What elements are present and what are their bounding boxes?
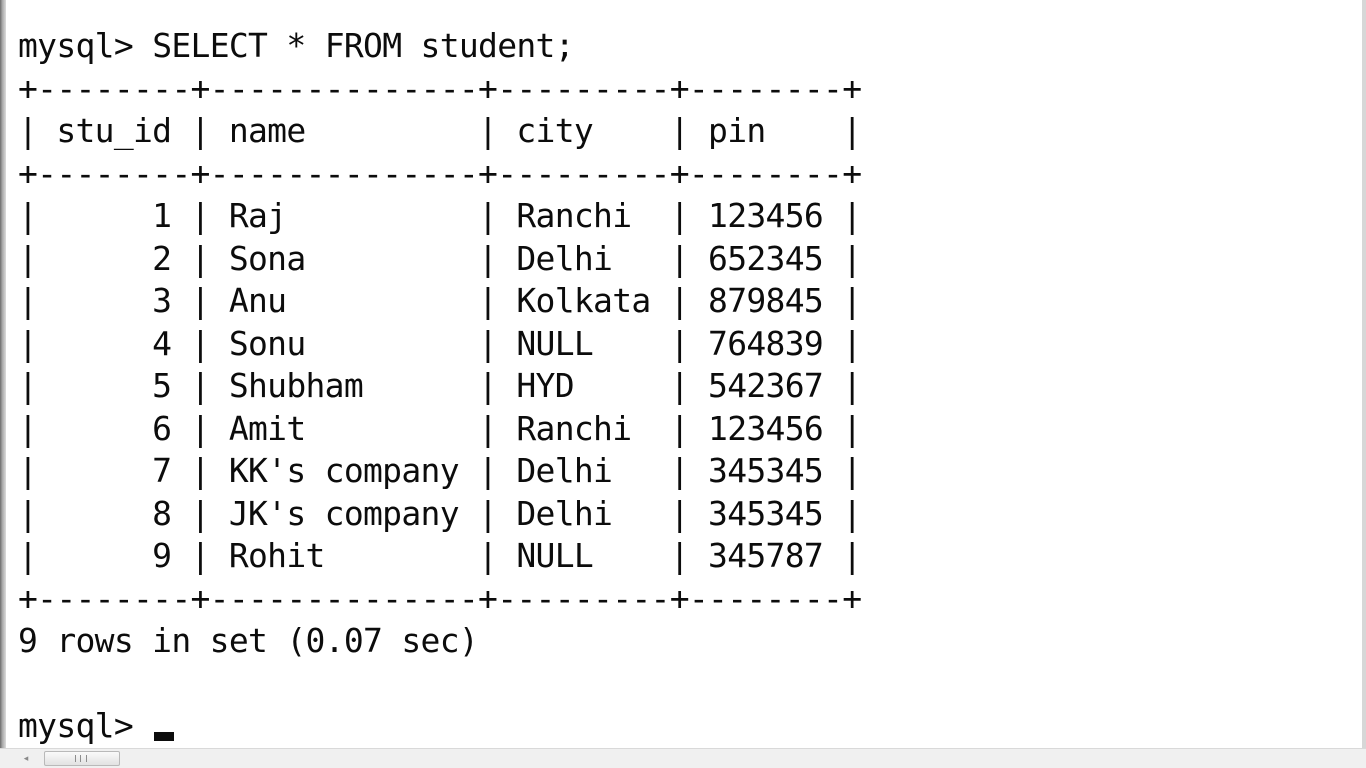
table-border-header: +--------+--------------+---------+-----… bbox=[18, 153, 862, 193]
table-row: | 9 | Rohit | NULL | 345787 | bbox=[18, 536, 862, 575]
table-row: | 1 | Raj | Ranchi | 123456 | bbox=[18, 196, 862, 235]
vertical-scrollbar[interactable] bbox=[1362, 0, 1366, 748]
table-row: | 5 | Shubham | HYD | 542367 | bbox=[18, 366, 862, 405]
prompt: mysql> bbox=[18, 706, 153, 745]
horizontal-scrollbar[interactable]: ◂ bbox=[0, 748, 1366, 768]
table-row: | 7 | KK's company | Delhi | 345345 | bbox=[18, 451, 862, 490]
scrollbar-thumb[interactable] bbox=[44, 751, 120, 766]
table-border-bottom: +--------+--------------+---------+-----… bbox=[18, 578, 862, 618]
table-row: | 3 | Anu | Kolkata | 879845 | bbox=[18, 281, 862, 320]
typed-command: SELECT * FROM student; bbox=[152, 26, 574, 65]
table-row: | 8 | JK's company | Delhi | 345345 | bbox=[18, 493, 862, 533]
blank-line bbox=[18, 663, 861, 706]
window-left-edge bbox=[0, 0, 6, 748]
prompt: mysql> bbox=[18, 26, 153, 65]
table-header-row: | stu_id | name | city | pin | bbox=[18, 111, 862, 150]
table-row: | 6 | Amit | Ranchi | 123456 | bbox=[18, 408, 862, 448]
table-border-top: +--------+--------------+---------+-----… bbox=[18, 68, 862, 108]
result-summary: 9 rows in set (0.07 sec) bbox=[18, 621, 479, 660]
input-line[interactable]: mysql> bbox=[18, 705, 861, 748]
command-line: mysql> SELECT * FROM student; bbox=[18, 25, 861, 68]
grip-icon bbox=[75, 755, 87, 762]
scroll-left-arrow-icon[interactable]: ◂ bbox=[23, 754, 29, 764]
text-cursor bbox=[154, 732, 175, 741]
console-output[interactable]: mysql> SELECT * FROM student; +--------+-… bbox=[18, 25, 862, 748]
table-row: | 4 | Sonu | NULL | 764839 | bbox=[18, 323, 862, 363]
table-row: | 2 | Sona | Delhi | 652345 | bbox=[18, 238, 862, 278]
